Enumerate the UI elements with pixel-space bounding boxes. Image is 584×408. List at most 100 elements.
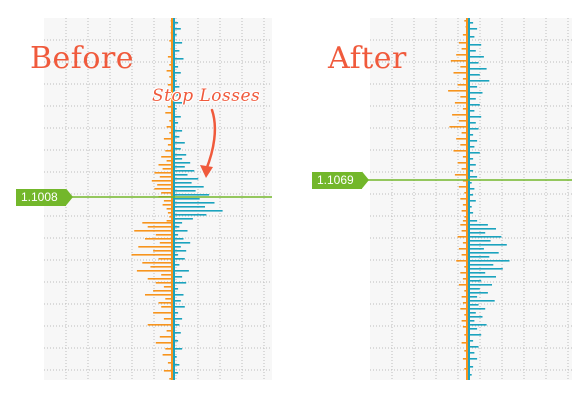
spine-orange <box>466 170 468 172</box>
spine-orange <box>466 326 468 328</box>
spine-teal <box>468 56 470 58</box>
spine-teal <box>173 72 175 74</box>
bar-teal <box>173 122 179 124</box>
spine-orange <box>466 82 468 84</box>
spine-orange <box>466 338 468 340</box>
spine-orange <box>466 222 468 224</box>
spine-orange <box>466 42 468 44</box>
spine-orange <box>466 250 468 252</box>
spine-teal <box>468 78 470 80</box>
spine-teal <box>468 140 470 142</box>
spine-orange <box>466 52 468 54</box>
spine-teal <box>468 192 470 194</box>
spine-orange <box>171 334 173 336</box>
bar-teal <box>173 324 180 326</box>
spine-teal <box>173 114 175 116</box>
spine-orange <box>171 68 173 70</box>
bar-teal <box>468 62 479 64</box>
bar-orange <box>461 254 468 256</box>
spine-teal <box>468 238 470 240</box>
spine-teal <box>468 74 470 76</box>
bar-orange <box>458 284 468 286</box>
spine-orange <box>171 22 173 24</box>
spine-orange <box>171 294 173 296</box>
spine-teal <box>173 100 175 102</box>
spine-orange <box>466 238 468 240</box>
spine-orange <box>466 330 468 332</box>
spine-orange <box>466 288 468 290</box>
spine-teal <box>468 152 470 154</box>
spine-orange <box>171 362 173 364</box>
bar-teal <box>173 218 193 220</box>
bar-orange <box>166 220 173 222</box>
spine-orange <box>466 228 468 230</box>
spine-teal <box>173 296 175 298</box>
spine-teal <box>173 366 175 368</box>
bar-teal <box>173 222 183 224</box>
spine-teal <box>173 304 175 306</box>
bar-orange <box>163 286 173 288</box>
spine-teal <box>468 188 470 190</box>
spine-teal <box>173 372 175 374</box>
spine-orange <box>466 54 468 56</box>
spine-teal <box>173 254 175 256</box>
spine-orange <box>171 268 173 270</box>
bar-orange <box>166 160 173 162</box>
spine-teal <box>173 56 175 58</box>
bar-teal <box>468 110 475 112</box>
spine-orange <box>466 98 468 100</box>
spine-teal <box>173 220 175 222</box>
spine-orange <box>171 272 173 274</box>
spine-teal <box>173 336 175 338</box>
spine-orange <box>466 294 468 296</box>
spine-orange <box>466 212 468 214</box>
spine-orange <box>171 354 173 356</box>
spine-orange <box>466 132 468 134</box>
spine-orange <box>466 166 468 168</box>
spine-teal <box>468 212 470 214</box>
spine-teal <box>173 108 175 110</box>
spine-orange <box>466 356 468 358</box>
spine-orange <box>171 152 173 154</box>
spine-teal <box>173 94 175 96</box>
spine-teal <box>173 40 175 42</box>
spine-orange <box>171 212 173 214</box>
spine-orange <box>171 178 173 180</box>
spine-teal <box>468 218 470 220</box>
spine-orange <box>171 146 173 148</box>
spine-orange <box>171 250 173 252</box>
spine-teal <box>468 276 470 278</box>
bar-teal <box>468 308 486 310</box>
spine-teal <box>173 28 175 30</box>
bar-teal <box>173 306 185 308</box>
spine-teal <box>173 250 175 252</box>
spine-teal <box>468 370 470 372</box>
spine-orange <box>171 84 173 86</box>
spine-orange <box>171 160 173 162</box>
spine-orange <box>171 264 173 266</box>
spine-orange <box>466 196 468 198</box>
spine-orange <box>171 56 173 58</box>
bar-teal <box>173 270 189 272</box>
spine-teal <box>173 280 175 282</box>
bar-orange <box>456 138 468 140</box>
bar-teal <box>468 86 478 88</box>
bar-orange <box>448 90 468 92</box>
spine-orange <box>466 258 468 260</box>
bar-teal <box>468 152 480 154</box>
bar-teal <box>173 94 179 96</box>
bar-teal <box>468 324 487 326</box>
spine-teal <box>173 162 175 164</box>
spine-orange <box>466 242 468 244</box>
spine-teal <box>468 326 470 328</box>
bar-orange <box>166 126 173 128</box>
spine-orange <box>466 374 468 376</box>
spine-orange <box>171 208 173 210</box>
spine-teal <box>468 322 470 324</box>
bar-teal <box>173 42 183 44</box>
spine-orange <box>171 340 173 342</box>
bar-teal <box>173 102 183 104</box>
bar-teal <box>173 206 205 208</box>
spine-teal <box>468 210 470 212</box>
spine-orange <box>171 244 173 246</box>
